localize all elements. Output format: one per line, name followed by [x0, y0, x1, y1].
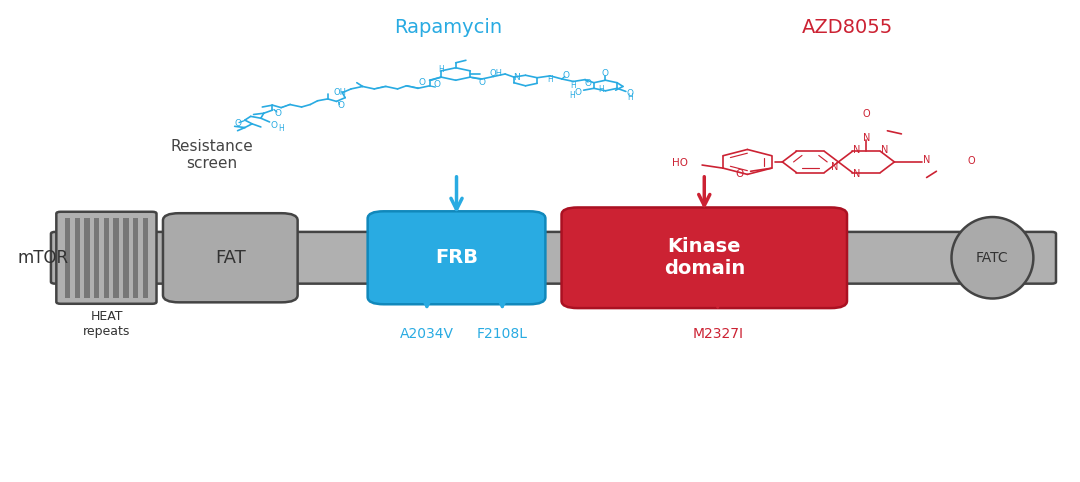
Bar	[104, 217, 109, 298]
Bar	[84, 217, 90, 298]
Text: O: O	[337, 101, 345, 109]
Text: OH: OH	[489, 69, 502, 79]
Text: O: O	[419, 78, 426, 87]
Text: H: H	[569, 91, 575, 100]
Text: FRB: FRB	[435, 248, 478, 268]
Text: FAT: FAT	[215, 249, 245, 267]
Bar	[143, 217, 148, 298]
FancyBboxPatch shape	[367, 211, 545, 304]
Text: mTOR: mTOR	[17, 249, 69, 267]
FancyBboxPatch shape	[56, 212, 157, 304]
Text: N: N	[881, 145, 888, 155]
Text: O: O	[563, 71, 570, 80]
Text: HO: HO	[672, 158, 688, 168]
Bar	[113, 217, 119, 298]
Text: HEAT
repeats: HEAT repeats	[83, 310, 131, 338]
FancyBboxPatch shape	[51, 232, 1056, 283]
FancyBboxPatch shape	[562, 207, 847, 308]
Text: O: O	[626, 90, 634, 98]
FancyBboxPatch shape	[163, 213, 298, 302]
Text: O: O	[274, 109, 282, 118]
Text: O: O	[433, 80, 441, 89]
Text: F2108L: F2108L	[476, 327, 528, 341]
Text: O: O	[234, 120, 241, 128]
Text: O: O	[478, 78, 485, 87]
Bar	[75, 217, 80, 298]
Text: N: N	[831, 162, 838, 172]
Text: A2034V: A2034V	[400, 327, 454, 341]
Text: Kinase
domain: Kinase domain	[663, 237, 745, 278]
Bar	[94, 217, 99, 298]
Text: Rapamycin: Rapamycin	[394, 18, 502, 37]
Text: O: O	[575, 88, 581, 97]
Bar	[65, 217, 70, 298]
Text: H: H	[438, 65, 444, 74]
Ellipse shape	[951, 217, 1034, 298]
Text: Resistance
screen: Resistance screen	[170, 138, 253, 171]
Text: AZD8055: AZD8055	[801, 18, 893, 37]
Text: M2327I: M2327I	[692, 327, 743, 341]
Text: O: O	[735, 169, 744, 179]
Text: H: H	[627, 93, 633, 102]
Text: OH: OH	[334, 88, 347, 97]
Text: N: N	[853, 145, 861, 155]
Text: N: N	[513, 73, 521, 81]
Text: N: N	[923, 155, 930, 165]
Text: O: O	[584, 79, 592, 88]
Bar	[133, 217, 138, 298]
Text: H: H	[598, 85, 604, 94]
Text: O: O	[270, 120, 278, 130]
Text: H: H	[548, 75, 553, 84]
Text: H: H	[279, 124, 284, 133]
Text: FATC: FATC	[976, 251, 1009, 265]
Text: H: H	[570, 80, 577, 90]
Bar	[123, 217, 129, 298]
Text: O: O	[602, 69, 609, 78]
Text: N: N	[853, 169, 861, 179]
Text: N: N	[863, 133, 870, 143]
Text: O: O	[863, 109, 870, 119]
Text: O: O	[968, 156, 975, 166]
